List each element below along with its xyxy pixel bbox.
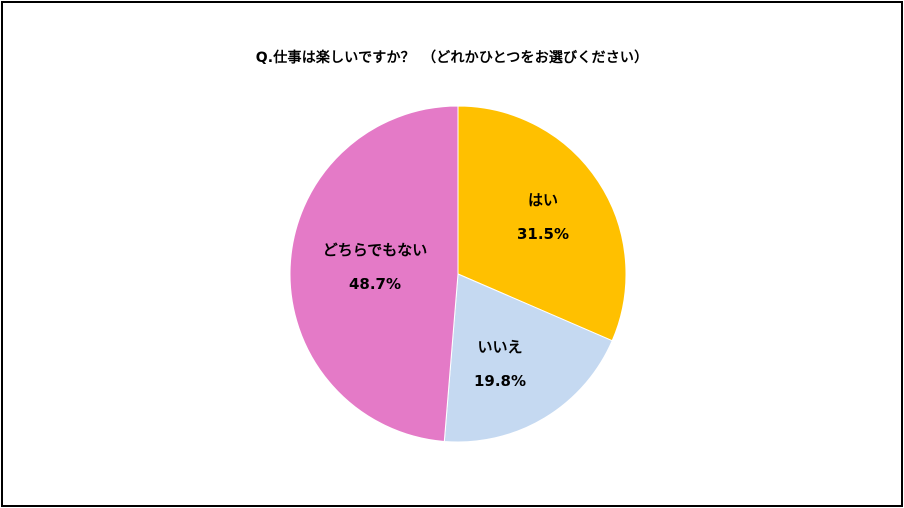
chart-title: Q.仕事は楽しいですか？ （どれかひとつをお選びください）: [255, 50, 649, 66]
pie-slice-1: [443, 273, 613, 443]
slice-label-1: いいえ: [477, 338, 522, 356]
slice-label-0: はい: [528, 191, 558, 209]
slice-value-label-2: 48.7%: [349, 275, 401, 293]
slice-value-label-1: 19.8%: [474, 372, 526, 390]
pie-slice-2: [289, 105, 459, 442]
slice-label-2: どちらでもない: [323, 241, 428, 259]
slice-value-label-0: 31.5%: [517, 225, 569, 243]
pie-slice-0: [457, 105, 627, 342]
